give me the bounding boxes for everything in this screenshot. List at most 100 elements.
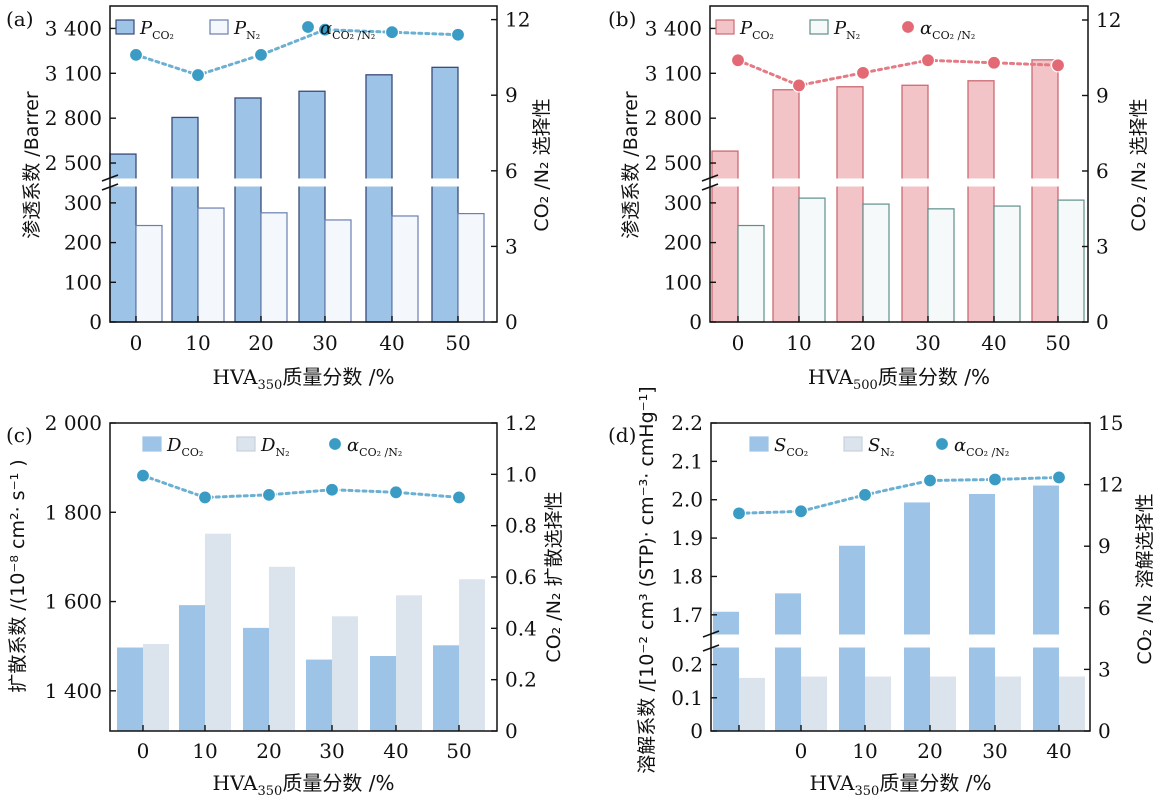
selectivity-point-b-1 <box>791 78 807 93</box>
x-tick-label: 0 <box>732 331 745 355</box>
panel-label: (a) <box>6 7 34 31</box>
y-right-tick-label: 12 <box>1098 473 1123 497</box>
legend-text-0: PCO₂ <box>139 18 174 42</box>
x-tick-label: 30 <box>915 331 940 355</box>
selectivity-point-c-1 <box>197 490 213 505</box>
y-axis-label-left: 渗透系数 /Barrer <box>620 91 642 239</box>
selectivity-point-a-0 <box>128 47 144 62</box>
bar-a-s2-3 <box>324 219 352 323</box>
y-tick-label: 2 800 <box>645 106 702 130</box>
legend-subscript: N₂ <box>246 29 260 42</box>
x-tick-label: 0 <box>795 739 808 763</box>
legend-text-2: αCO₂ /N₂ <box>320 18 375 42</box>
legend-symbol: D <box>260 435 276 456</box>
axis-break-gap <box>706 178 1092 187</box>
plot-frame <box>709 5 1089 323</box>
bar-c-s1-0 <box>117 647 143 731</box>
legend-symbol: S <box>868 435 880 456</box>
legend-swatch-s1 <box>749 436 769 452</box>
y-tick-label: 2 500 <box>645 151 702 175</box>
selectivity-point-b-2 <box>855 65 871 80</box>
x-tick-label: 10 <box>185 331 210 355</box>
selectivity-point-a-4 <box>384 25 400 40</box>
bar-a-s2-1 <box>197 207 225 323</box>
y-right-tick-label: 6 <box>1098 596 1111 620</box>
x-tick-label: 20 <box>917 739 942 763</box>
x-axis-label-main: HVA <box>810 771 856 795</box>
y-tick-label: 2 500 <box>45 151 102 175</box>
y-tick-label: 0 <box>689 310 702 334</box>
legend-text-0: DCO₂ <box>166 435 203 459</box>
bar-c-s2-3 <box>332 616 358 731</box>
y-right-tick-label: 15 <box>1098 411 1123 435</box>
y-right-tick-label: 3 <box>1098 657 1111 681</box>
selectivity-point-a-3 <box>317 22 333 37</box>
x-axis-label-subscript: 350 <box>258 378 283 393</box>
bar-d-s1-3 <box>904 502 930 731</box>
bar-b-s2-2 <box>862 203 890 323</box>
y-axis-label-left: 扩散系数 /(10⁻⁸ cm²· s⁻¹ ) <box>7 459 29 692</box>
x-axis-label-rest: 质量分数 /% <box>282 771 394 795</box>
legend-marker-s3 <box>327 436 343 452</box>
x-tick-label: 30 <box>319 739 344 763</box>
selectivity-line-d <box>737 475 1061 515</box>
bar-b-s2-1 <box>798 197 826 323</box>
x-tick-label: 40 <box>379 331 404 355</box>
selectivity-point-c-3 <box>324 482 340 497</box>
bar-a-s1-2 <box>234 97 262 323</box>
y-tick-label: 2.1 <box>671 449 703 473</box>
selectivity-point-a-2 <box>253 47 269 62</box>
y-right-tick-label: 3 <box>505 234 518 258</box>
bar-c-s1-2 <box>243 627 269 731</box>
bar-d-s2-3 <box>930 676 956 731</box>
legend-symbol: α <box>320 18 332 39</box>
y-tick-label: 2 800 <box>45 106 102 130</box>
selectivity-line-c <box>141 474 461 499</box>
legend-swatch-s2 <box>843 436 863 452</box>
panel-label: (d) <box>608 423 636 447</box>
axis-break-gap <box>106 178 501 187</box>
y-axis-label-right: CO₂ /N₂ 选择性 <box>1128 98 1150 231</box>
legend-symbol: α <box>920 18 932 39</box>
bar-a-s1-4 <box>365 74 393 323</box>
bar-b-s1-1 <box>772 89 800 323</box>
selectivity-line-a <box>134 28 460 77</box>
y-tick-label: 100 <box>664 270 702 294</box>
panel-label: (b) <box>608 7 636 31</box>
x-axis-label: HVA350质量分数 /% <box>213 771 395 797</box>
bar-d-s2-4 <box>995 676 1021 731</box>
selectivity-point-d-2 <box>857 487 873 502</box>
bar-a-s1-1 <box>171 116 199 323</box>
bar-c-s2-2 <box>269 566 295 731</box>
selectivity-point-c-5 <box>451 490 467 505</box>
legend-symbol: P <box>139 18 153 39</box>
selectivity-point-c-4 <box>388 485 404 500</box>
y-right-tick-label: 0 <box>1096 310 1109 334</box>
x-tick-label: 50 <box>1045 331 1070 355</box>
y-right-tick-label: 0 <box>1098 719 1111 743</box>
selectivity-point-b-3 <box>920 53 936 68</box>
x-tick-label: 20 <box>248 331 273 355</box>
y-tick-label: 1.8 <box>671 564 703 588</box>
y-right-tick-label: 12 <box>505 8 530 32</box>
bar-a-s1-5 <box>431 66 459 323</box>
legend-symbol: S <box>774 435 786 456</box>
bar-b-s1-3 <box>901 84 929 323</box>
x-tick-label: 0 <box>137 739 150 763</box>
legend-text-2: αCO₂ /N₂ <box>954 435 1009 459</box>
y-right-tick-label: 9 <box>1098 534 1111 558</box>
y-tick-label: 200 <box>64 231 102 255</box>
bar-b-s2-3 <box>927 208 955 323</box>
selectivity-point-d-4 <box>987 472 1003 487</box>
y-axis-label-right: CO₂ /N₂ 选择性 <box>531 98 553 231</box>
y-tick-label: 2.0 <box>671 488 703 512</box>
x-axis-label-subscript: 350 <box>258 784 283 797</box>
selectivity-point-d-1 <box>793 504 809 519</box>
x-axis-label-rest: 质量分数 /% <box>878 365 990 389</box>
y-tick-label: 0 <box>89 310 102 334</box>
x-tick-label: 20 <box>850 331 875 355</box>
y-tick-label: 300 <box>664 191 702 215</box>
selectivity-point-a-1 <box>190 67 206 83</box>
y-tick-label: 0.1 <box>671 686 703 710</box>
